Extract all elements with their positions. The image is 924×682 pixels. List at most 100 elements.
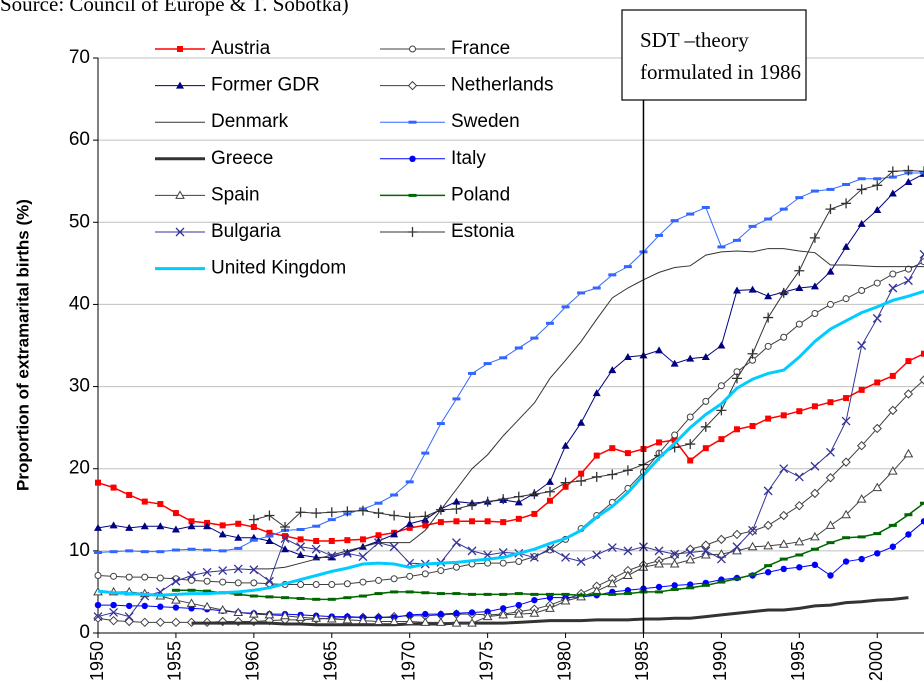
marker <box>904 265 912 273</box>
marker <box>514 498 523 506</box>
marker <box>920 169 924 177</box>
marker <box>858 286 866 294</box>
marker <box>794 536 805 546</box>
marker <box>389 542 399 552</box>
marker <box>328 538 335 544</box>
marker <box>266 529 273 536</box>
annotation-box <box>621 9 807 101</box>
marker <box>716 554 726 564</box>
marker <box>670 549 680 559</box>
subtitle: Source: Council of Europe & T. Sobotka) <box>0 0 349 16</box>
marker <box>171 595 181 604</box>
marker <box>406 572 414 580</box>
marker <box>905 531 912 538</box>
marker <box>390 575 398 583</box>
marker <box>175 227 185 237</box>
marker <box>779 510 789 521</box>
marker <box>409 45 416 53</box>
legend-label: Spain <box>211 184 260 205</box>
marker <box>700 421 711 432</box>
marker <box>841 457 851 467</box>
marker <box>326 614 337 623</box>
marker <box>342 614 353 624</box>
marker <box>669 551 680 561</box>
marker <box>873 279 881 287</box>
marker <box>905 358 912 365</box>
marker <box>172 510 179 517</box>
marker <box>140 522 149 530</box>
marker <box>375 576 383 584</box>
marker <box>264 615 275 626</box>
marker <box>904 178 913 186</box>
marker <box>437 567 445 575</box>
marker <box>437 519 444 526</box>
marker <box>607 469 618 480</box>
marker <box>576 476 587 487</box>
marker <box>654 558 664 568</box>
marker <box>94 523 102 531</box>
marker <box>576 557 586 566</box>
marker <box>498 548 508 557</box>
marker <box>155 617 166 628</box>
marker <box>110 601 117 609</box>
marker <box>437 610 445 618</box>
marker <box>453 518 460 525</box>
marker <box>763 540 774 550</box>
marker <box>171 576 181 586</box>
marker <box>188 576 196 584</box>
marker <box>702 397 710 405</box>
marker <box>717 382 725 390</box>
marker <box>842 242 851 250</box>
marker <box>888 405 898 416</box>
marker <box>177 46 183 52</box>
marker <box>655 346 664 354</box>
marker <box>234 579 242 587</box>
marker <box>780 333 788 341</box>
marker <box>872 482 883 492</box>
marker <box>374 538 383 548</box>
marker <box>765 415 772 422</box>
series-line <box>97 254 924 618</box>
marker <box>311 544 321 554</box>
marker <box>656 439 663 446</box>
y-tick-label: 10 <box>69 540 90 561</box>
marker <box>903 448 914 458</box>
y-tick-label: 0 <box>79 622 90 643</box>
marker <box>422 610 429 618</box>
marker <box>202 601 212 611</box>
marker <box>670 359 679 367</box>
marker <box>794 500 805 511</box>
marker <box>857 219 866 227</box>
marker <box>825 473 836 483</box>
marker <box>795 284 804 291</box>
marker <box>498 609 509 619</box>
marker <box>342 548 352 558</box>
legend-label: Former GDR <box>211 75 320 96</box>
series-line <box>253 170 924 528</box>
marker <box>545 477 554 485</box>
marker <box>373 616 384 625</box>
marker <box>578 470 585 477</box>
marker <box>546 497 553 504</box>
marker <box>250 524 257 531</box>
marker <box>748 525 758 535</box>
marker <box>811 561 819 569</box>
marker <box>671 582 678 589</box>
marker <box>498 494 509 505</box>
marker <box>763 312 774 323</box>
marker <box>452 563 460 571</box>
x-tick-label: 1950 <box>87 641 107 681</box>
marker <box>873 205 882 213</box>
x-tick-label: 1975 <box>476 641 496 681</box>
marker <box>545 603 555 612</box>
marker <box>609 445 616 452</box>
marker <box>747 348 758 359</box>
marker <box>919 166 924 177</box>
marker <box>451 618 462 627</box>
marker <box>157 603 164 610</box>
marker <box>171 525 180 533</box>
marker <box>889 543 897 550</box>
marker <box>125 573 133 581</box>
marker <box>110 484 117 491</box>
legend-label: France <box>451 38 510 59</box>
